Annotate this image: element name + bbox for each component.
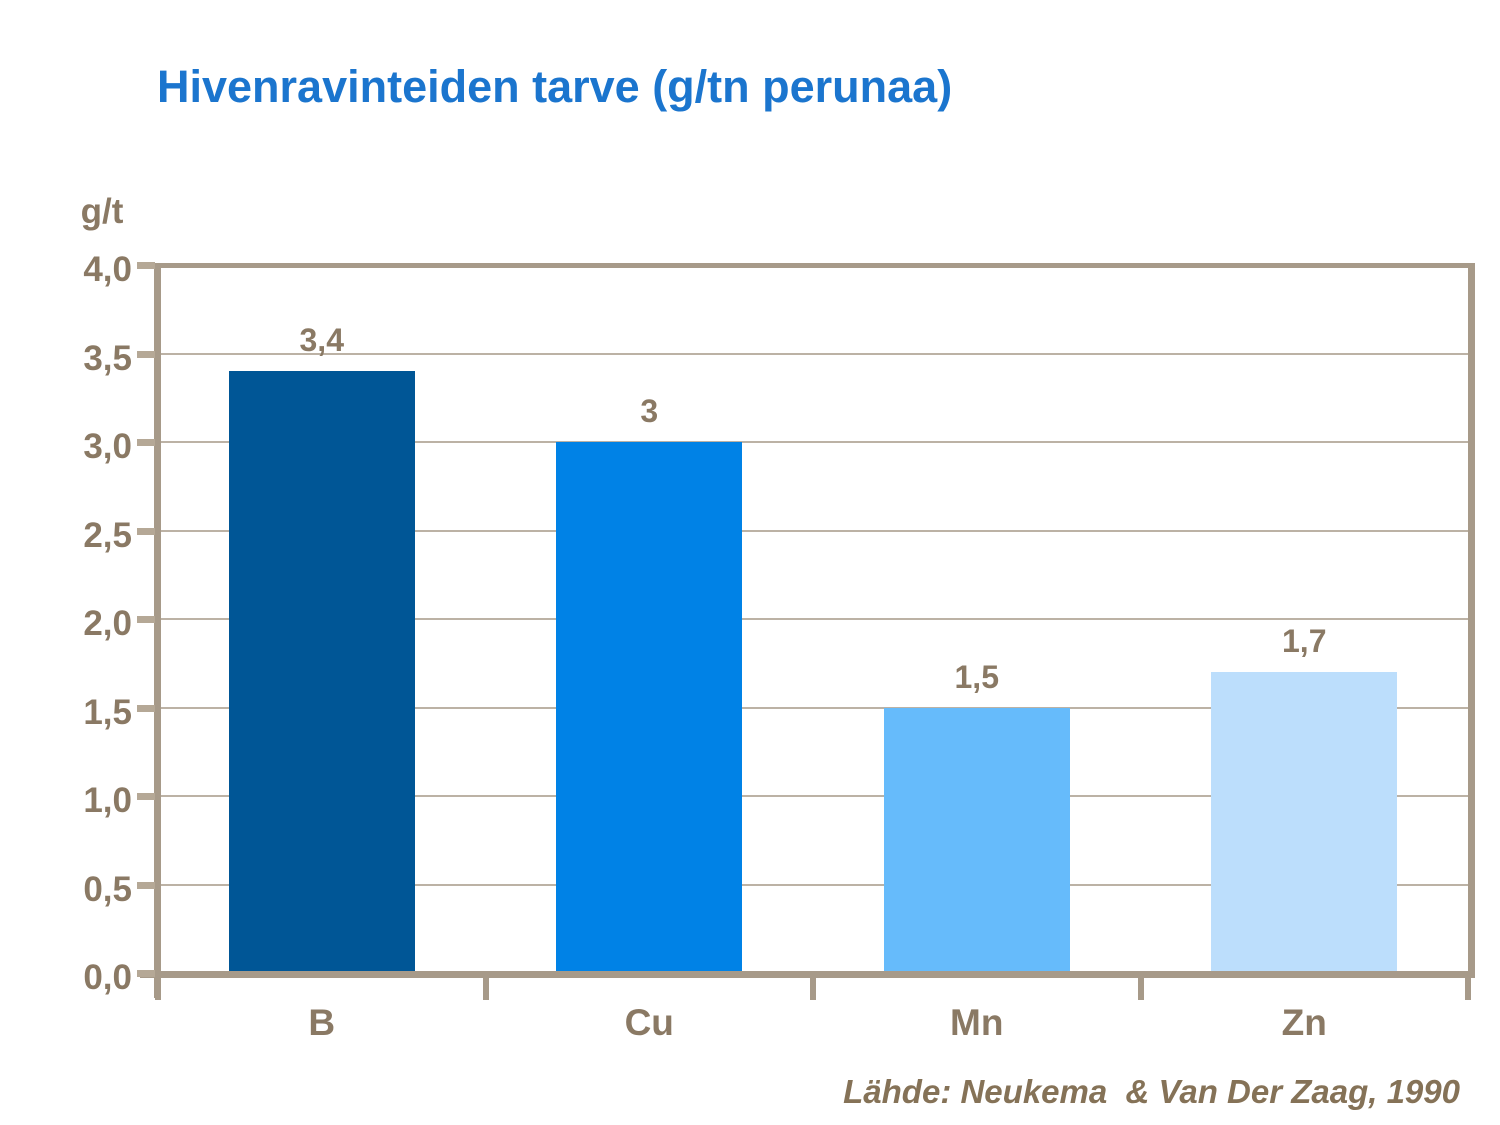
chart-title: Hivenravinteiden tarve (g/tn perunaa) bbox=[157, 61, 953, 112]
x-category-label: Cu bbox=[624, 1002, 674, 1043]
x-category-label: Zn bbox=[1281, 1002, 1327, 1043]
source-citation: Lähde: Neukema & Van Der Zaag, 1990 bbox=[843, 1073, 1460, 1110]
x-axis-line bbox=[140, 971, 1475, 978]
plot-right-border bbox=[1468, 263, 1475, 978]
bar-value-label: 3,4 bbox=[299, 322, 344, 359]
gridline bbox=[161, 706, 1468, 709]
gridline bbox=[161, 618, 1468, 620]
y-tick-mark bbox=[137, 350, 155, 358]
gridline bbox=[161, 883, 1468, 886]
y-tick-label: 1,0 bbox=[83, 781, 132, 820]
x-tick-mark bbox=[810, 978, 816, 1000]
gridline bbox=[161, 795, 1468, 797]
gridline bbox=[161, 529, 1468, 532]
y-tick-label: 3,0 bbox=[83, 427, 132, 466]
y-tick-label: 3,5 bbox=[83, 338, 132, 378]
y-tick-mark bbox=[137, 704, 155, 712]
bar-value-label: 1,7 bbox=[1282, 623, 1327, 660]
x-tick-mark bbox=[482, 978, 489, 1000]
y-tick-label: 2,5 bbox=[83, 515, 132, 555]
x-category-label: B bbox=[308, 1002, 336, 1043]
bar-Mn bbox=[883, 707, 1070, 973]
x-tick-mark bbox=[155, 978, 161, 1000]
y-tick-label: 0,5 bbox=[83, 869, 132, 909]
x-category-label: Mn bbox=[950, 1002, 1004, 1043]
y-tick-mark bbox=[137, 616, 155, 623]
y-tick-mark bbox=[137, 970, 155, 977]
y-tick-mark bbox=[137, 262, 155, 269]
bar-value-label: 3 bbox=[640, 393, 659, 429]
bar-B bbox=[228, 371, 415, 973]
bar-Cu bbox=[556, 442, 743, 973]
y-tick-label: 4,0 bbox=[83, 250, 132, 289]
y-tick-mark bbox=[137, 439, 155, 446]
gridline bbox=[161, 352, 1468, 355]
y-tick-mark bbox=[137, 881, 155, 889]
y-tick-label: 2,0 bbox=[83, 604, 132, 643]
bar-Zn bbox=[1211, 672, 1398, 973]
bar-value-label: 1,5 bbox=[954, 658, 999, 695]
gridline bbox=[161, 441, 1468, 443]
x-tick-mark bbox=[1465, 978, 1471, 1000]
x-tick-mark bbox=[1137, 978, 1144, 1000]
plot-top-border bbox=[154, 263, 1475, 268]
y-axis-title: g/t bbox=[80, 192, 124, 231]
y-tick-mark bbox=[137, 793, 155, 800]
y-tick-label: 0,0 bbox=[83, 958, 132, 997]
y-tick-mark bbox=[137, 527, 155, 535]
y-axis-line bbox=[154, 265, 161, 998]
y-tick-label: 1,5 bbox=[83, 692, 132, 732]
